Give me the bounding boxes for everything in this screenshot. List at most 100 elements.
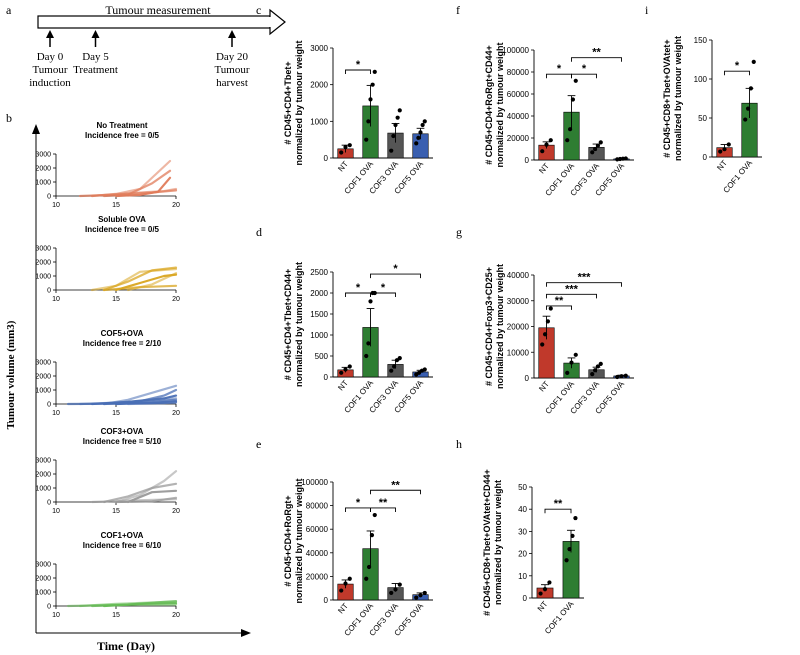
data-point (623, 156, 628, 161)
data-point (393, 587, 398, 592)
data-point (364, 137, 369, 142)
bar-chart-f: # CD45+CD4+RoRgt+CD44+ normalized by tumo… (484, 42, 634, 198)
bar-chart-y-label: # CD45+CD8+Tbet+OVAtet+ (662, 39, 672, 157)
timeline-event-label: induction (29, 77, 71, 89)
bar-chart-y-tick-label: 60000 (507, 90, 530, 99)
growth-x-tick-label: 20 (172, 508, 180, 515)
bar-chart-y-tick-label: 2000 (310, 81, 328, 90)
data-point (547, 580, 552, 585)
timeline-event-label: Day 20 (216, 51, 249, 63)
data-point (598, 140, 603, 145)
bar-chart-i: # CD45+CD8+Tbet+OVAtet+ normalized by tum… (662, 36, 762, 195)
bar-chart-y-tick-label: 40000 (306, 549, 329, 558)
bar-category-label: NT (336, 378, 350, 392)
growth-series-line (78, 189, 178, 198)
significance-label: * (356, 282, 361, 294)
significance-label: * (356, 497, 361, 509)
growth-chart-title: Soluble OVA (98, 215, 146, 224)
bar-chart-y-tick-label: 40000 (507, 112, 530, 121)
data-point (595, 143, 601, 148)
significance-bracket (370, 507, 396, 512)
growth-x-tick-label: 20 (172, 296, 180, 303)
growth-x-tick-label: 15 (112, 410, 120, 417)
timeline-event-label: Day 0 (37, 51, 64, 63)
significance-bracket (571, 57, 622, 62)
data-point (722, 147, 727, 152)
data-point (370, 82, 375, 87)
growth-chart-subtitle: Incidence free = 0/5 (85, 131, 160, 140)
bar-chart-y-tick-label: 50 (698, 114, 707, 123)
growth-y-tick-label: 2000 (35, 374, 51, 381)
growth-x-tick-label: 20 (172, 612, 180, 619)
data-point (364, 576, 369, 581)
bar-chart-y-tick-label: 1000 (310, 331, 328, 340)
data-point (548, 138, 553, 143)
significance-label: *** (578, 272, 592, 284)
data-point (393, 122, 398, 128)
data-point (545, 319, 551, 324)
significance-label: * (735, 60, 740, 72)
significance-bracket (370, 292, 396, 297)
significance-bracket (345, 69, 371, 74)
data-point (595, 364, 601, 369)
growth-y-tick-label: 0 (47, 500, 51, 507)
data-point (372, 69, 377, 74)
data-point (573, 515, 578, 521)
growth-x-tick-label: 20 (172, 410, 180, 417)
bar-chart-y-tick-label: 20000 (507, 134, 530, 143)
data-point (369, 533, 375, 538)
growth-y-tick-label: 3000 (35, 458, 51, 465)
data-point (418, 130, 423, 135)
data-point (422, 119, 427, 124)
panel-label-b: b (6, 111, 12, 125)
bar-chart-y-tick-label: 80000 (306, 502, 329, 511)
bar-category-label: NT (336, 159, 350, 173)
panel-label-f: f (456, 3, 460, 17)
data-point (420, 122, 425, 128)
data-point (391, 364, 397, 369)
data-point (339, 150, 344, 155)
growth-y-tick-label: 2000 (35, 472, 51, 479)
bar-chart-y-tick-label: 20000 (306, 572, 329, 581)
bar-chart-y-tick-label: 0 (525, 374, 530, 383)
growth-chart-subtitle: Incidence free = 0/5 (85, 225, 160, 234)
data-point (347, 576, 352, 581)
growth-x-tick-label: 20 (172, 202, 180, 209)
significance-bracket (571, 73, 597, 79)
growth-y-tick-label: 3000 (35, 246, 51, 253)
data-point (540, 149, 545, 154)
data-point (743, 117, 748, 122)
growth-x-tick-label: 10 (52, 202, 60, 209)
significance-label: *** (565, 283, 579, 295)
data-point (623, 373, 628, 378)
data-point (544, 142, 549, 147)
data-point (567, 127, 573, 132)
significance-bracket (546, 305, 572, 310)
significance-bracket (546, 293, 597, 299)
timeline-arrowhead (269, 8, 286, 36)
growth-chart-subtitle: Incidence free = 6/10 (83, 541, 162, 550)
data-point (343, 144, 348, 150)
data-point (414, 141, 419, 146)
significance-label: * (381, 282, 386, 294)
bar-chart-y-label: normalized by tumour weight (495, 264, 505, 389)
data-point (397, 356, 402, 361)
data-point (565, 370, 570, 375)
bar-chart-y-label: # CD45+CD4+RoRgt+CD44+ (484, 45, 494, 165)
bar-category-label: NT (537, 161, 551, 175)
data-point (368, 299, 373, 304)
growth-y-tick-label: 3000 (35, 562, 51, 569)
significance-label: ** (554, 498, 563, 510)
timeline-event-arrowhead (46, 30, 54, 38)
data-point (389, 148, 394, 153)
data-point (573, 78, 578, 83)
bar-chart-y-label: # CD45+CD4+RoRgt+ (283, 495, 293, 586)
bar-chart-y-label: # CD45+CD4+Tbet+ (283, 61, 293, 144)
growth-series-line (102, 266, 178, 292)
bar-chart-y-tick-label: 20 (518, 550, 527, 559)
data-point (366, 119, 371, 124)
growth-x-tick-label: 15 (112, 202, 120, 209)
